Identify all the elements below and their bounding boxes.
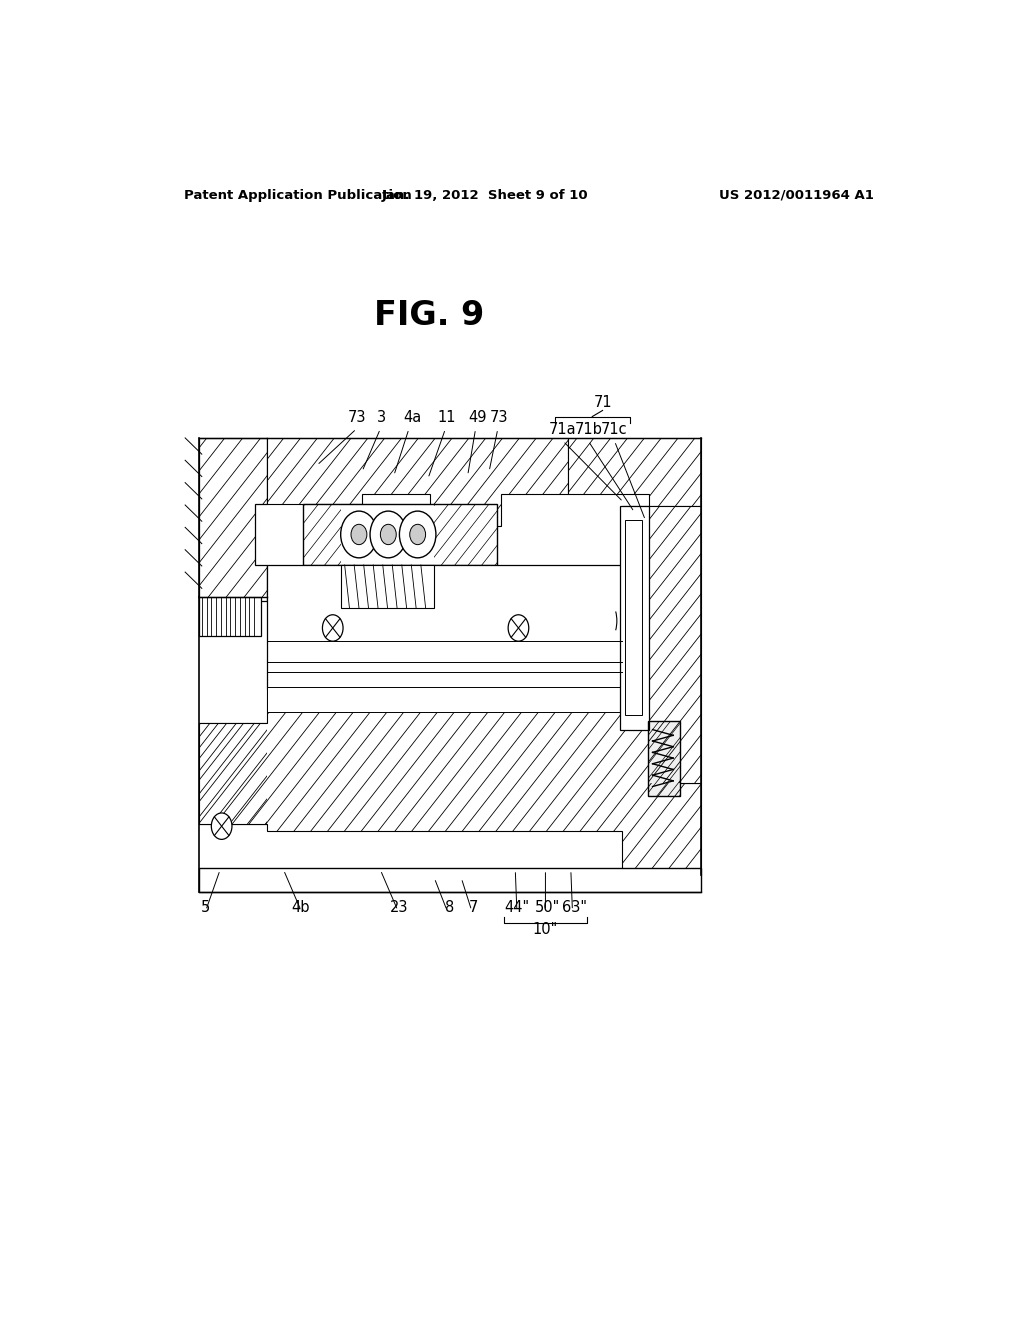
Text: 10": 10" xyxy=(532,921,558,937)
Text: 4b: 4b xyxy=(292,900,310,915)
Bar xyxy=(648,722,680,796)
Polygon shape xyxy=(267,438,568,527)
Text: 44": 44" xyxy=(504,900,529,915)
Bar xyxy=(625,520,642,715)
Circle shape xyxy=(370,511,407,558)
Text: US 2012/0011964 A1: US 2012/0011964 A1 xyxy=(719,189,873,202)
Polygon shape xyxy=(200,689,701,875)
Circle shape xyxy=(399,511,436,558)
Text: 63": 63" xyxy=(561,900,587,915)
Polygon shape xyxy=(200,722,267,824)
Bar xyxy=(303,504,497,565)
Text: 4a: 4a xyxy=(403,409,421,425)
Bar xyxy=(341,565,433,607)
Polygon shape xyxy=(568,438,701,506)
Text: 50": 50" xyxy=(535,900,560,915)
Text: 71c: 71c xyxy=(601,422,628,437)
Circle shape xyxy=(211,813,232,840)
Polygon shape xyxy=(622,506,701,784)
Text: 71a: 71a xyxy=(549,422,577,437)
Text: 5: 5 xyxy=(201,900,210,915)
Circle shape xyxy=(410,524,426,545)
Circle shape xyxy=(508,615,528,642)
Circle shape xyxy=(351,524,367,545)
Bar xyxy=(200,598,261,636)
Text: 23: 23 xyxy=(390,900,409,915)
Polygon shape xyxy=(433,504,497,565)
Circle shape xyxy=(323,615,343,642)
Text: FIG. 9: FIG. 9 xyxy=(375,300,484,333)
Polygon shape xyxy=(648,722,680,796)
Polygon shape xyxy=(303,504,341,565)
Circle shape xyxy=(380,524,396,545)
Bar xyxy=(620,506,648,730)
Text: 3: 3 xyxy=(378,409,386,425)
Bar xyxy=(267,565,622,689)
Polygon shape xyxy=(200,438,267,601)
Text: 7: 7 xyxy=(469,900,478,915)
Text: 11: 11 xyxy=(438,409,457,425)
Text: 73: 73 xyxy=(347,409,366,425)
Text: 71: 71 xyxy=(593,396,612,411)
Circle shape xyxy=(341,511,377,558)
Bar xyxy=(200,867,701,892)
Text: 73: 73 xyxy=(490,409,509,425)
Text: Jan. 19, 2012  Sheet 9 of 10: Jan. 19, 2012 Sheet 9 of 10 xyxy=(382,189,589,202)
Text: 71b: 71b xyxy=(574,422,602,437)
Text: 49: 49 xyxy=(468,409,486,425)
Bar xyxy=(267,686,622,713)
Text: 8: 8 xyxy=(444,900,454,915)
Text: Patent Application Publication: Patent Application Publication xyxy=(183,189,412,202)
